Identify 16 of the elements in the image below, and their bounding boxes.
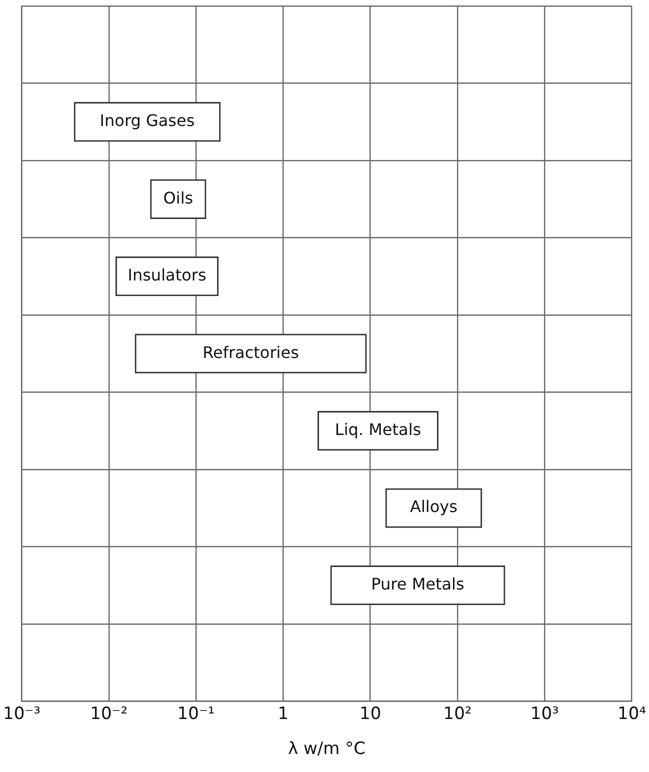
x-tick-label: 10⁻³ xyxy=(3,704,40,724)
y-tick-label: Alloys xyxy=(410,497,458,516)
x-tick-label: 10⁻¹ xyxy=(177,704,215,724)
x-tick-label: 10 xyxy=(360,704,382,724)
x-tick-label: 10⁻² xyxy=(90,704,128,724)
y-tick-label: Liq. Metals xyxy=(334,420,422,439)
x-tick-label: 1 xyxy=(278,704,289,724)
y-tick-label: Pure Metals xyxy=(371,574,464,594)
y-tick-label: Oils xyxy=(163,188,194,208)
y-tick-label: Insulators xyxy=(128,266,206,285)
x-tick-label: 10⁴ xyxy=(618,704,646,724)
x-tick-label: 10² xyxy=(443,704,472,724)
y-tick-label: Inorg Gases xyxy=(100,111,195,130)
x-tick-label: 10³ xyxy=(530,704,559,724)
x-axis-title: λ w/m °C xyxy=(288,739,366,760)
y-tick-label: Refractories xyxy=(202,342,299,362)
